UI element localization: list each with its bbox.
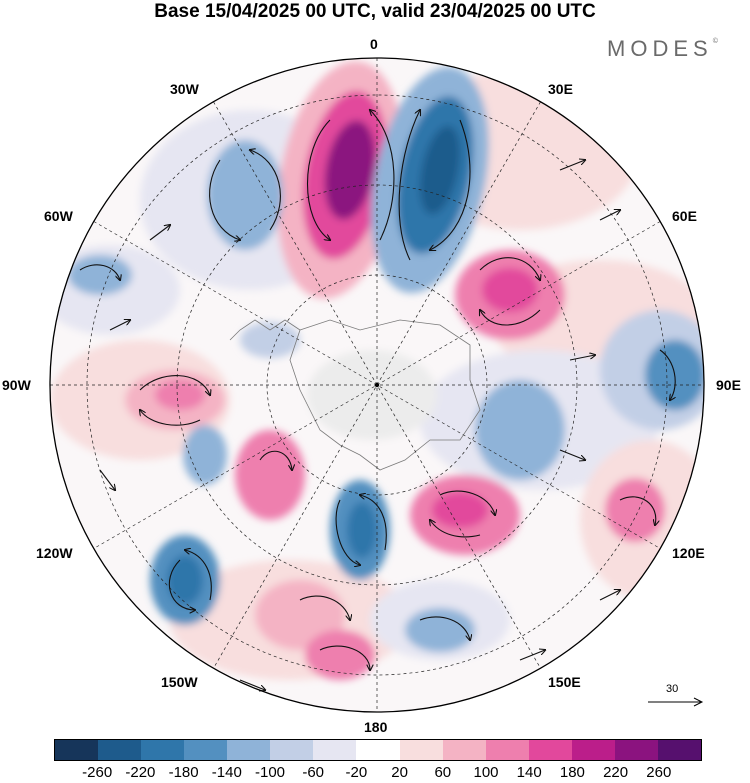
- colorbar-swatch: [270, 740, 314, 760]
- colorbar-tick-label: -220: [125, 764, 156, 781]
- reference-vector-label: 30: [666, 683, 679, 695]
- colorbar-swatch: [55, 740, 99, 760]
- colorbar-tick-label: 20: [391, 764, 408, 781]
- colorbar-swatch: [141, 740, 185, 760]
- lon-label-120w: 120W: [36, 545, 73, 561]
- wind-vectors: [79, 110, 675, 690]
- page-title: Base 15/04/2025 00 UTC, valid 23/04/2025…: [154, 1, 596, 22]
- colorbar-swatch: [485, 740, 529, 760]
- lon-label-0: 0: [370, 36, 378, 52]
- colorbar-tick-label: 180: [559, 764, 585, 781]
- colorbar-swatch: [356, 740, 400, 760]
- lon-label-60w: 60W: [44, 208, 73, 224]
- lon-label-90w: 90W: [2, 377, 31, 393]
- colorbar-swatch: [571, 740, 615, 760]
- colorbar-swatch: [227, 740, 271, 760]
- lon-label-120e: 120E: [672, 545, 705, 561]
- colorbar-swatch: [614, 740, 658, 760]
- colorbar-swatch: [184, 740, 228, 760]
- colorbar-tick-label: -180: [168, 764, 199, 781]
- colorbar-swatch: [528, 740, 572, 760]
- colorbar-tick-label: 220: [603, 764, 629, 781]
- pole-dot: [374, 382, 380, 388]
- peninsula-coastline: [229, 319, 301, 341]
- colorbar-tick-label: -140: [211, 764, 242, 781]
- modes-logo: MODES©: [607, 36, 718, 61]
- colorbar-tick-label: -20: [345, 764, 368, 781]
- colorbar-tick-label: -60: [302, 764, 325, 781]
- colorbar-tick-labels: -260 -220 -180 -140 -100 -60 -20 20 60 100 140 180 2…: [0, 764, 750, 782]
- colorbar-tick-label: 100: [473, 764, 499, 781]
- colorbar-swatch: [98, 740, 142, 760]
- colorbar-swatch: [657, 740, 701, 760]
- lon-label-150e: 150E: [548, 674, 581, 690]
- colorbar: [54, 739, 702, 761]
- reference-vector-arrow: [648, 697, 704, 707]
- colorbar-tick-label: 140: [516, 764, 542, 781]
- colorbar-swatch: [399, 740, 443, 760]
- colorbar-tick-label: -100: [254, 764, 286, 781]
- lon-label-30e: 30E: [548, 81, 573, 97]
- map-border: [49, 57, 705, 713]
- colorbar-tick-label: 260: [646, 764, 672, 781]
- colorbar-swatch: [313, 740, 357, 760]
- lon-label-60e: 60E: [672, 208, 697, 224]
- colorbar-tick-label: -260: [82, 764, 113, 781]
- lon-label-90e: 90E: [716, 377, 741, 393]
- colorbar-swatch: [442, 740, 486, 760]
- antarctica-coastline: [289, 319, 481, 471]
- lon-label-180: 180: [364, 719, 388, 735]
- lon-label-150w: 150W: [161, 674, 198, 690]
- lon-label-30w: 30W: [170, 81, 199, 97]
- colorbar-tick-label: 60: [434, 764, 452, 781]
